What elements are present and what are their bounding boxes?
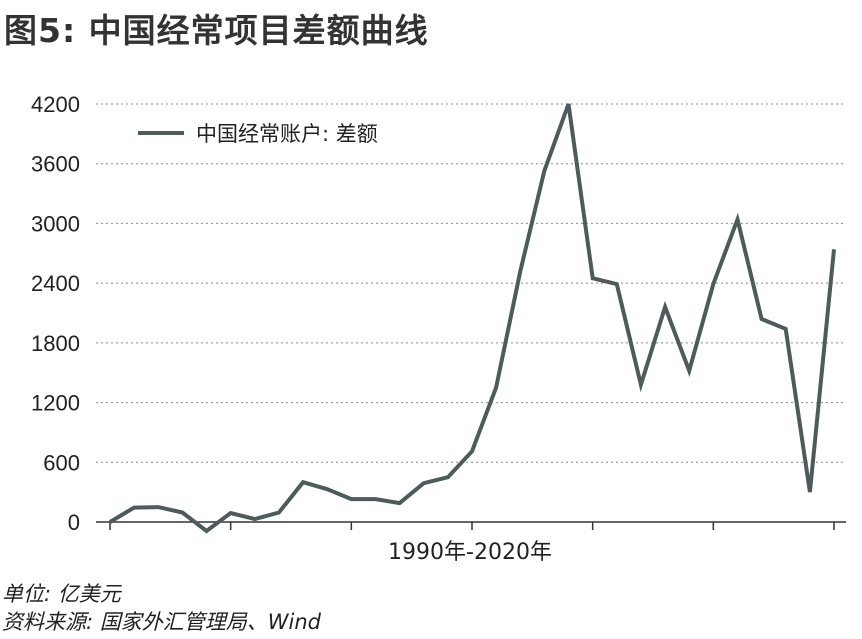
- gridlines: [96, 103, 846, 463]
- y-tick-label: 600: [43, 450, 80, 475]
- y-tick-label: 1800: [31, 331, 80, 356]
- unit-note: 单位: 亿美元: [2, 582, 121, 606]
- legend: 中国经常账户: 差额: [138, 122, 378, 146]
- y-tick-label: 0: [68, 510, 80, 535]
- page-title: 图5: 中国经常项目差额曲线: [4, 11, 429, 50]
- series-group: [108, 103, 836, 534]
- y-tick-label: 4200: [31, 92, 80, 117]
- legend-label: 中国经常账户: 差额: [196, 122, 378, 146]
- x-axis-label: 1990年-2020年: [388, 540, 552, 565]
- series-line: [108, 103, 836, 534]
- y-tick-label: 3000: [31, 211, 80, 236]
- source-note: 资料来源: 国家外汇管理局、Wind: [2, 610, 321, 634]
- y-tick-label: 2400: [31, 271, 80, 296]
- y-tick-label: 1200: [31, 391, 80, 416]
- y-tick-label: 3600: [31, 152, 80, 177]
- y-tick-labels: 0 600 1200 1800 2400 3000 3600 4200: [31, 92, 80, 535]
